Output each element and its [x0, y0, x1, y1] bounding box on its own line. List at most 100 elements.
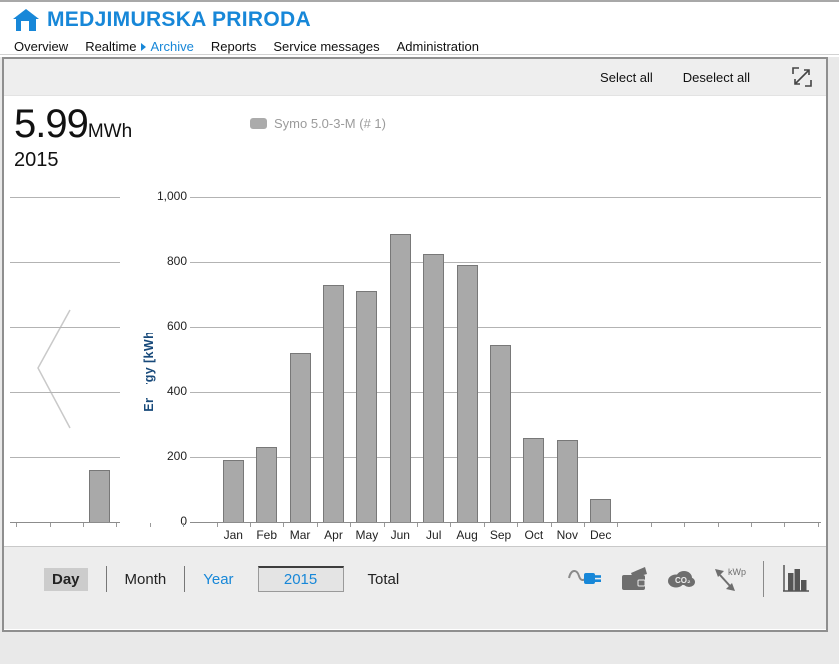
bar-May[interactable] — [356, 291, 378, 522]
legend-label: Symo 5.0-3-M (# 1) — [274, 116, 386, 131]
chart-plot: 5.99 MWh 2015 Symo 5.0-3-M (# 1) Energy … — [4, 96, 826, 546]
fullscreen-icon[interactable] — [790, 65, 814, 89]
x-tick — [116, 523, 118, 527]
x-label-Jan: Jan — [223, 528, 243, 542]
select-all-button[interactable]: Select all — [600, 69, 653, 85]
summary-period: 2015 — [14, 149, 59, 171]
gridline-200 — [10, 457, 821, 458]
nav-realtime[interactable]: Realtime — [85, 39, 137, 54]
footer-divider — [105, 566, 107, 592]
total-tab[interactable]: Total — [367, 570, 400, 588]
nav-archive[interactable]: Archive — [150, 39, 194, 54]
x-label-Feb: Feb — [256, 528, 278, 542]
x-tick — [550, 523, 552, 527]
view-controls: Day Month Year 2015 Total CO₂ — [4, 546, 826, 629]
x-tick — [717, 523, 719, 527]
bar-Jun[interactable] — [389, 234, 411, 522]
co2-icon-label: CO₂ — [675, 576, 691, 585]
x-tick — [751, 523, 752, 527]
x-label-Jun: Jun — [390, 528, 410, 542]
y-tick-label-0: 0 — [120, 514, 190, 528]
x-tick — [517, 523, 519, 527]
nav-administration[interactable]: Administration — [396, 39, 479, 54]
gridline-1000 — [10, 197, 821, 198]
total-energy-unit: MWh — [87, 121, 133, 142]
footer-divider — [184, 566, 186, 592]
year-tab[interactable]: Year — [203, 570, 234, 588]
main-nav: Overview Realtime Archive Reports Servic… — [14, 39, 479, 54]
x-tick — [650, 523, 652, 527]
window-top-border — [0, 0, 839, 2]
x-label-Jul: Jul — [426, 528, 442, 542]
x-label-Sep: Sep — [489, 528, 512, 542]
bar-Apr[interactable] — [323, 284, 344, 522]
gridline-400 — [10, 392, 821, 393]
nav-overview[interactable]: Overview — [14, 39, 69, 54]
total-energy-value: 5.99 — [14, 102, 89, 146]
x-tick — [617, 523, 619, 527]
brand: MEDJIMURSKA PRIRODA — [13, 8, 311, 32]
gridline-800 — [10, 262, 821, 263]
bar-Sep[interactable] — [490, 344, 511, 522]
legend-swatch — [250, 118, 267, 129]
bar-prev-dec[interactable] — [89, 470, 111, 522]
x-tick — [183, 523, 185, 527]
icon-divider — [763, 561, 764, 597]
wallet-earnings-icon[interactable] — [619, 565, 649, 593]
x-label-Aug: Aug — [456, 528, 478, 542]
bar-Jul[interactable] — [423, 253, 445, 522]
bar-Feb[interactable] — [256, 447, 278, 522]
x-label-May: May — [355, 528, 379, 542]
x-label-Nov: Nov — [556, 528, 578, 542]
y-tick-label-200: 200 — [120, 449, 190, 463]
y-tick-label-1000: 1,000 — [120, 189, 190, 203]
scroll-left-chevron[interactable] — [34, 308, 78, 430]
x-tick — [149, 523, 151, 527]
deselect-all-button[interactable]: Deselect all — [682, 69, 750, 85]
day-tab[interactable]: Day — [44, 567, 88, 591]
power-plug-icon[interactable] — [567, 566, 603, 592]
bar-Oct[interactable] — [523, 438, 545, 522]
bar-chart-icon[interactable] — [780, 563, 810, 595]
y-axis-title: Energy [kWh] — [142, 326, 156, 412]
co2-savings-icon[interactable]: CO₂ — [665, 568, 697, 590]
chart-toolbar: Select all Deselect all — [4, 59, 826, 96]
month-tab[interactable]: Month — [124, 570, 167, 588]
x-tick — [817, 523, 819, 527]
page-title: MEDJIMURSKA PRIRODA — [47, 8, 311, 31]
bar-Dec[interactable] — [590, 498, 612, 522]
year-selector[interactable]: 2015 — [257, 566, 344, 592]
bar-Mar[interactable] — [289, 353, 311, 522]
x-tick — [450, 523, 452, 527]
x-tick — [350, 523, 352, 527]
x-tick — [417, 523, 418, 527]
x-label-Dec: Dec — [590, 528, 612, 542]
x-tick — [83, 523, 84, 527]
bar-Jan[interactable] — [222, 460, 244, 522]
x-tick — [16, 523, 18, 527]
nav-divider — [0, 54, 839, 55]
home-icon[interactable] — [13, 8, 39, 32]
x-tick — [250, 523, 251, 527]
x-tick — [49, 523, 51, 527]
bar-Aug[interactable] — [456, 265, 478, 522]
gridline-600 — [10, 327, 821, 328]
x-tick — [283, 523, 285, 527]
x-tick — [684, 523, 686, 527]
chart-mode-icons: CO₂ kWp — [567, 561, 810, 597]
y-tick-label-600: 600 — [120, 319, 190, 333]
app-header: MEDJIMURSKA PRIRODA Overview Realtime Ar… — [0, 2, 839, 57]
bar-Nov[interactable] — [556, 440, 578, 522]
x-label-Mar: Mar — [289, 528, 311, 542]
y-tick-label-800: 800 — [120, 254, 190, 268]
nav-service-messages[interactable]: Service messages — [273, 39, 380, 54]
nav-active-arrow-icon — [141, 42, 147, 51]
legend-item[interactable]: Symo 5.0-3-M (# 1) — [250, 116, 386, 131]
archive-panel: Select all Deselect all 5.99 MWh 2015 Sy… — [2, 57, 828, 632]
x-tick — [584, 523, 585, 527]
energy-summary: 5.99 MWh 2015 — [14, 102, 132, 172]
kwp-icon-label: kWp — [728, 567, 746, 577]
kwp-normalize-icon[interactable]: kWp — [713, 565, 747, 593]
gridline-0 — [10, 522, 821, 523]
nav-reports[interactable]: Reports — [210, 39, 257, 54]
